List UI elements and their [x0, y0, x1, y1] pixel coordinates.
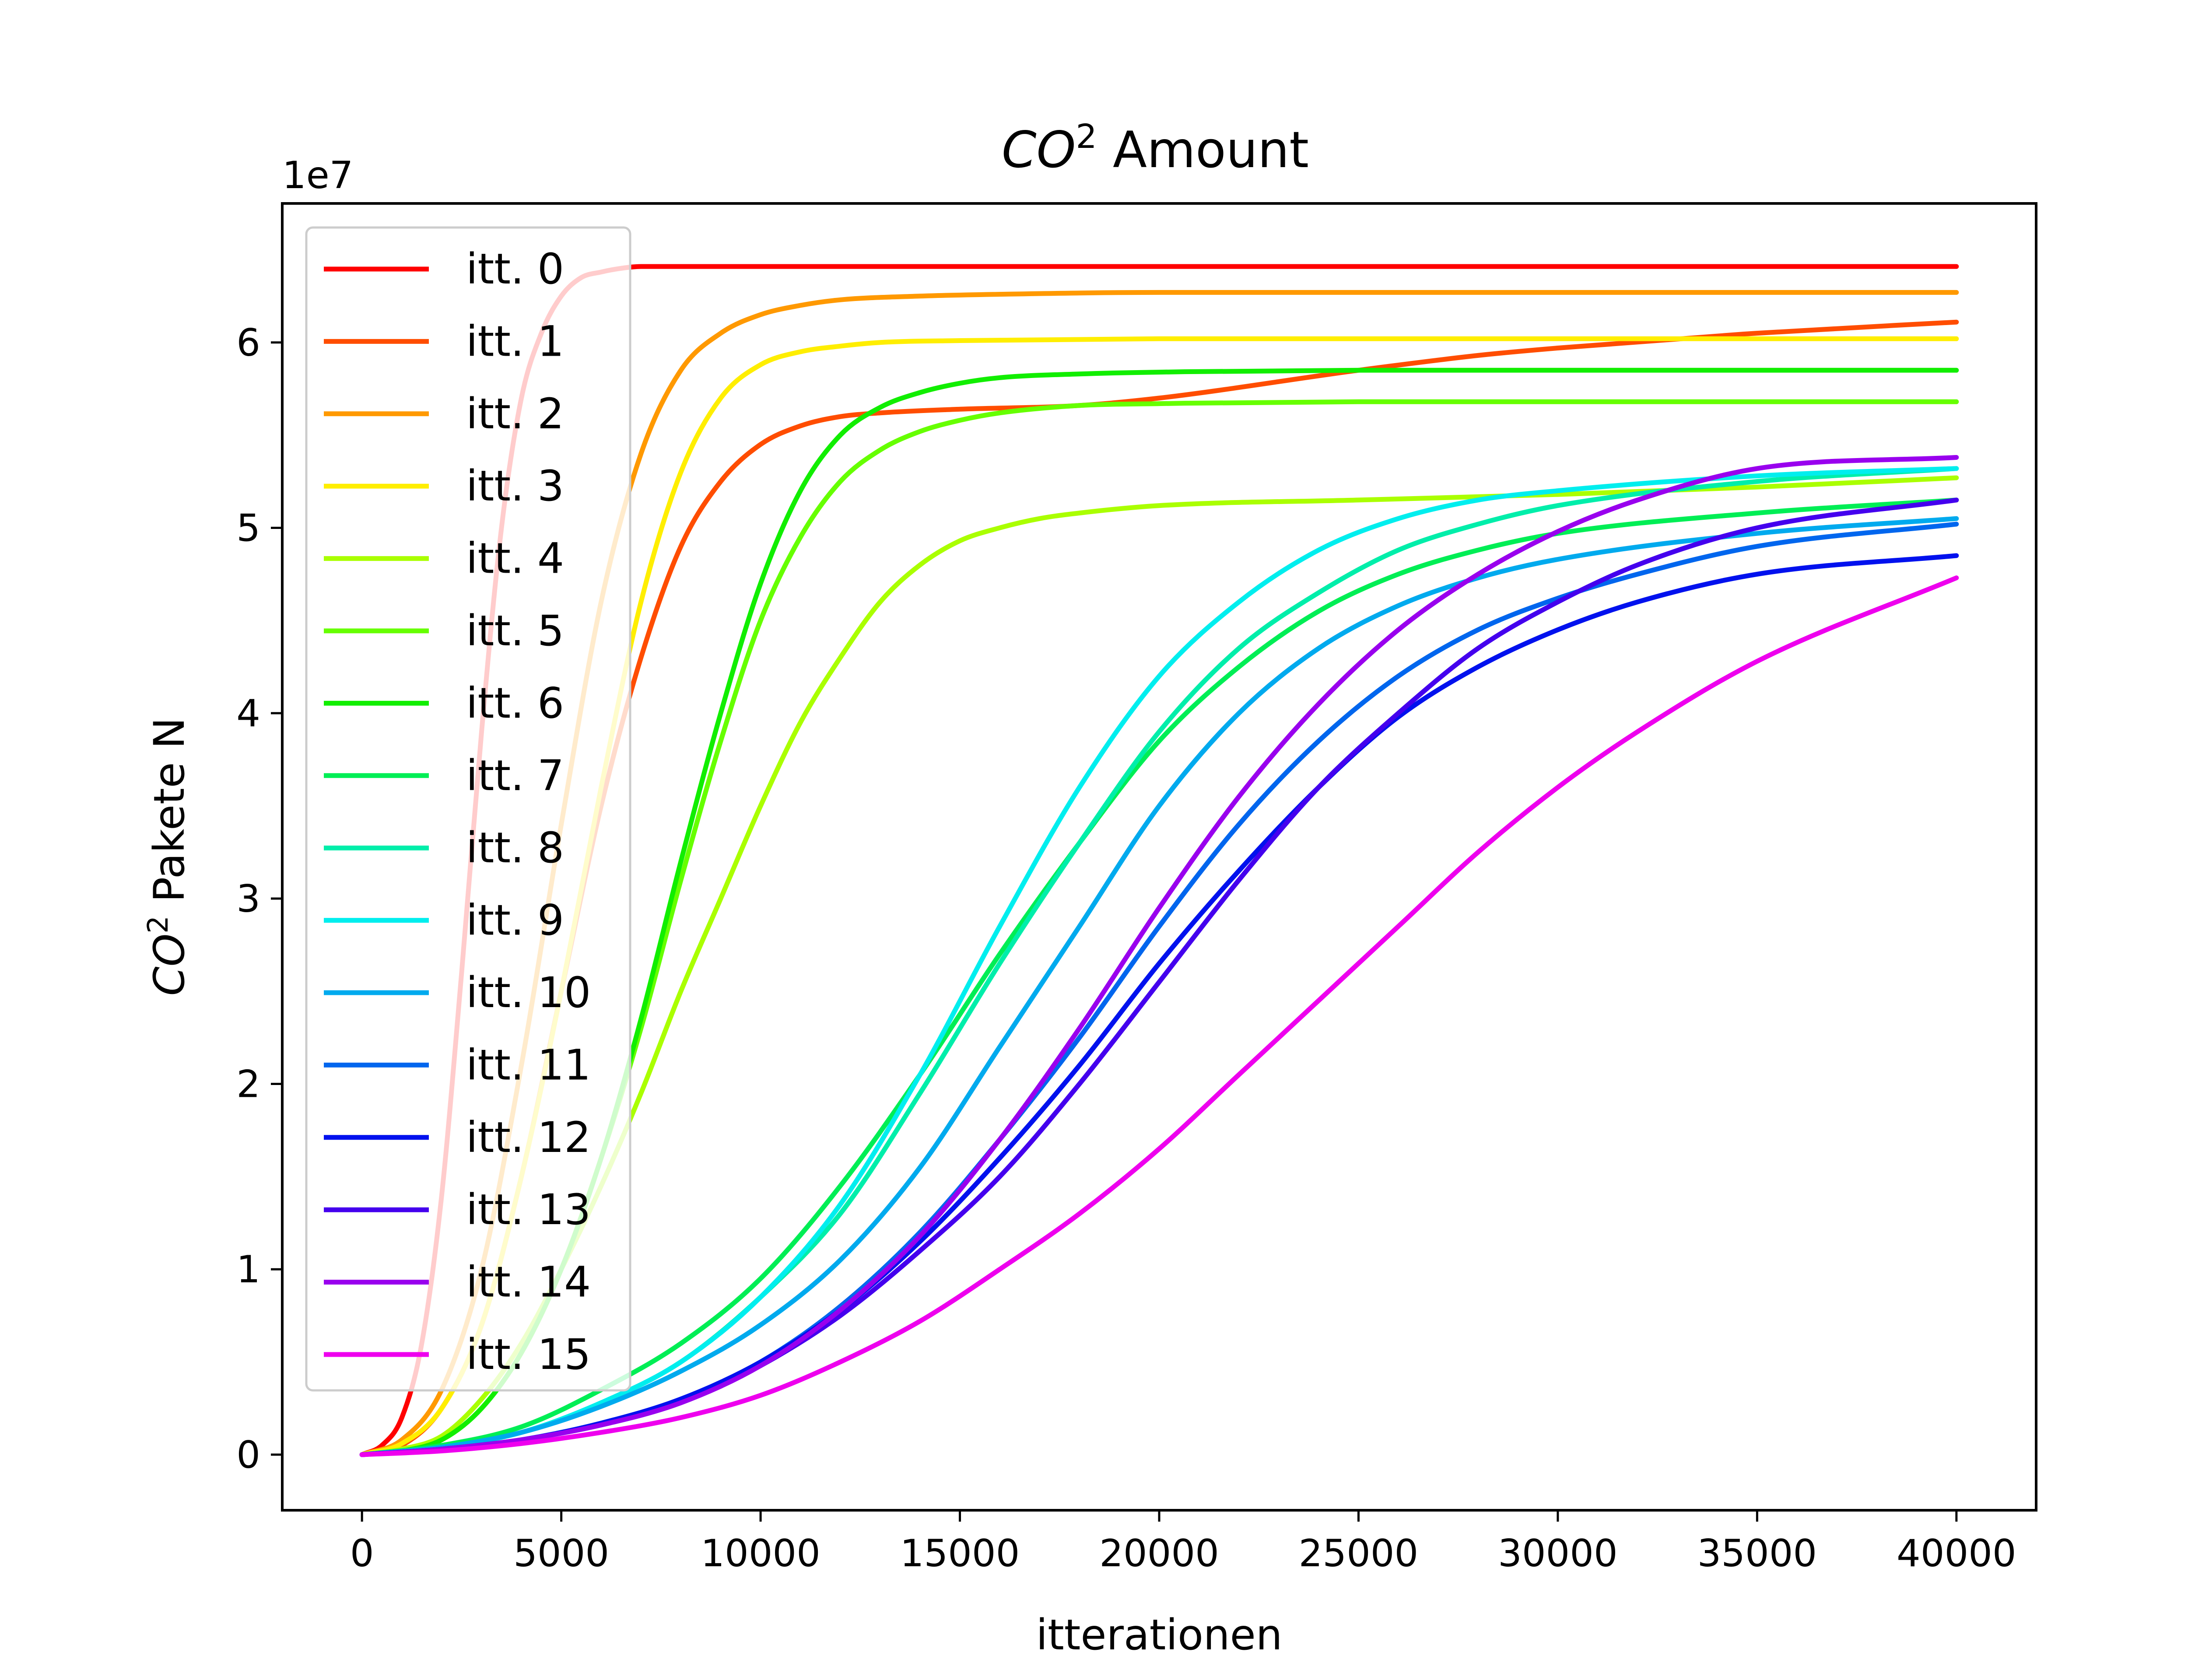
x-tick-label: 30000: [1498, 1532, 1618, 1575]
legend-label: itt. 1: [466, 317, 564, 366]
legend-label: itt. 3: [466, 462, 564, 511]
series-line-itt-12: [359, 553, 1959, 1457]
legend-label: itt. 9: [466, 896, 564, 945]
legend-label: itt. 10: [466, 968, 591, 1017]
y-axis-ticks: 0 1 2 3 4 5 6: [236, 321, 282, 1477]
y-axis-label-rest: Pakete N: [145, 718, 194, 916]
chart-title-main: CO: [1002, 121, 1076, 179]
series-line-itt-10: [359, 516, 1959, 1457]
legend-label: itt. 15: [466, 1330, 591, 1379]
legend: itt. 0 itt. 1 itt. 2 itt. 3 itt. 4 itt. 5 itt.…: [305, 226, 631, 1392]
legend-label: itt. 6: [466, 679, 564, 728]
legend-label: itt. 11: [466, 1040, 591, 1089]
x-tick-label: 0: [350, 1532, 374, 1575]
legend-label: itt. 14: [466, 1258, 591, 1307]
legend-label: itt. 12: [466, 1113, 591, 1162]
legend-label: itt. 2: [466, 389, 564, 438]
x-axis-label: itterationen: [1036, 1610, 1282, 1659]
chart-title: CO2 Amount: [1002, 117, 1309, 179]
y-tick-label: 0: [236, 1433, 260, 1477]
x-tick-label: 20000: [1099, 1532, 1219, 1575]
chart-title-superscript: 2: [1076, 117, 1097, 156]
series-line-itt-9: [359, 466, 1959, 1457]
legend-items: itt. 0 itt. 1 itt. 2 itt. 3 itt. 4 itt. 5 itt.…: [324, 245, 591, 1379]
y-tick-label: 6: [236, 321, 260, 365]
x-tick-label: 15000: [900, 1532, 1020, 1575]
legend-label: itt. 5: [466, 606, 564, 655]
x-tick-label: 5000: [513, 1532, 609, 1575]
series-line-itt-15: [359, 575, 1959, 1457]
x-axis-ticks: 0 5000 10000 15000 20000 25000 30000 35000 40000: [350, 1510, 2016, 1575]
legend-label: itt. 0: [466, 245, 564, 294]
y-tick-label: 3: [236, 877, 260, 921]
x-tick-label: 10000: [701, 1532, 820, 1575]
y-axis-label: CO2 Pakete N: [142, 718, 194, 996]
series-line-itt-14: [359, 455, 1959, 1457]
legend-box: [305, 226, 631, 1392]
y-tick-label: 2: [236, 1063, 260, 1106]
legend-label: itt. 13: [466, 1185, 591, 1234]
y-tick-label: 1: [236, 1248, 260, 1292]
y-axis-offset-label: 1e7: [282, 154, 353, 197]
y-tick-label: 4: [236, 692, 260, 735]
x-tick-label: 40000: [1897, 1532, 2016, 1575]
y-axis-label-main: CO: [145, 934, 194, 996]
legend-label: itt. 4: [466, 534, 564, 583]
x-tick-label: 25000: [1299, 1532, 1419, 1575]
y-axis-label-superscript: 2: [142, 916, 175, 934]
chart-title-rest: Amount: [1097, 121, 1309, 179]
y-tick-label: 5: [236, 506, 260, 550]
legend-label: itt. 8: [466, 823, 564, 872]
x-tick-label: 35000: [1697, 1532, 1817, 1575]
legend-label: itt. 7: [466, 751, 564, 800]
